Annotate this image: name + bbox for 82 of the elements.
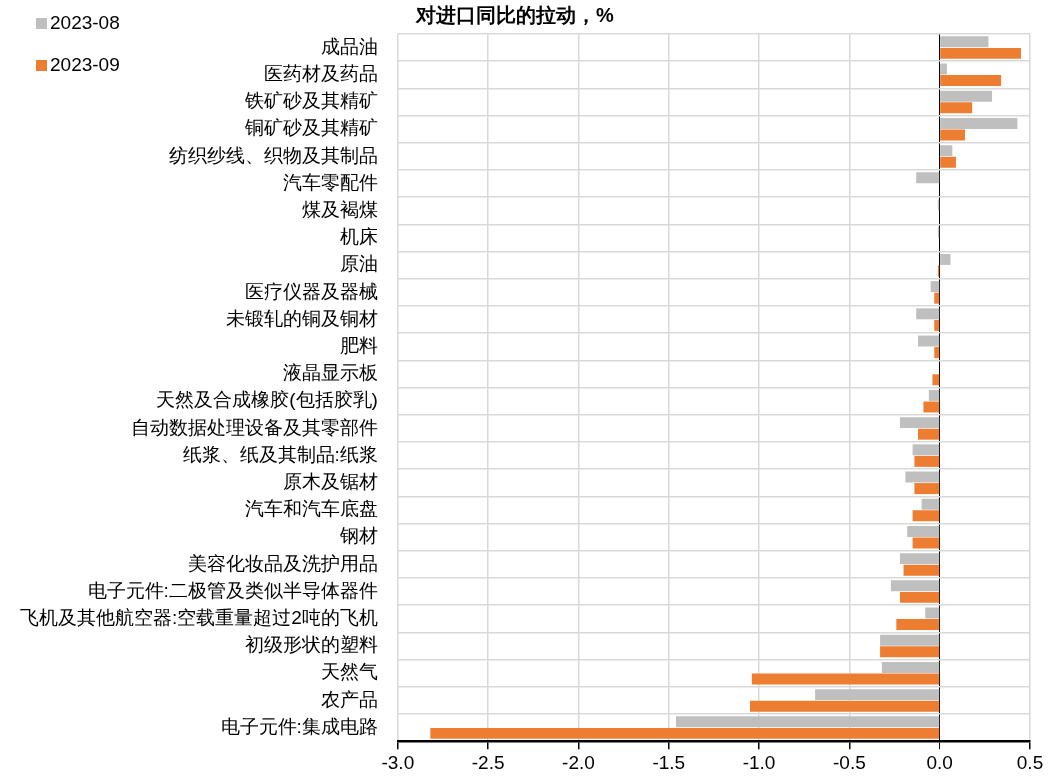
y-tick-label: 钢材 (338, 525, 378, 547)
bar (914, 455, 940, 467)
y-tick-label: 美容化妆品及洗护用品 (187, 552, 378, 574)
y-tick-label: 天然气 (320, 661, 378, 683)
bar (880, 634, 940, 646)
y-tick-label: 未锻轧的铜及铜材 (225, 307, 378, 329)
bar (940, 253, 951, 265)
bar (881, 661, 940, 673)
y-tick-label: 飞机及其他航空器:空载重量超过2吨的飞机 (19, 607, 378, 629)
x-tick-label: 0.0 (926, 751, 953, 773)
bar (899, 591, 940, 603)
chart-title: 对进口同比的拉动，% (415, 3, 615, 26)
bar (675, 716, 940, 728)
bar (930, 281, 940, 293)
y-tick-label: 自动数据处理设备及其零部件 (130, 416, 378, 438)
bar (880, 646, 940, 658)
y-tick-label: 天然及合成橡胶(包括胶乳) (156, 389, 378, 411)
x-tick-label: -2.0 (562, 751, 595, 773)
y-tick-label: 医药材及药品 (263, 63, 378, 85)
bar (934, 347, 940, 359)
bar (940, 145, 953, 157)
bar (940, 156, 956, 168)
legend-label: 2023-08 (50, 12, 120, 34)
bar (914, 483, 940, 495)
x-tick-label: -3.0 (381, 751, 415, 773)
bar (918, 428, 940, 440)
x-tick-label: -1.5 (652, 751, 686, 773)
bar (815, 689, 940, 701)
bar (940, 102, 973, 114)
legend-label: 2023-09 (50, 54, 120, 76)
bar (925, 607, 940, 619)
y-tick-label: 汽车和汽车底盘 (244, 498, 378, 520)
bar (940, 129, 965, 141)
bar (940, 47, 1021, 59)
y-tick-label: 机床 (339, 226, 378, 248)
y-tick-label: 农产品 (320, 688, 378, 710)
bar (907, 525, 940, 537)
bar (916, 172, 940, 184)
bar (912, 444, 940, 456)
bar (899, 553, 940, 565)
bar (940, 36, 989, 48)
y-tick-label: 医疗仪器及器械 (244, 280, 378, 302)
y-tick-label: 液晶显示板 (282, 362, 378, 384)
bar (903, 564, 940, 576)
bar (750, 700, 940, 712)
y-tick-label: 原木及锯材 (282, 471, 378, 493)
bar (916, 308, 940, 320)
bar (912, 537, 940, 549)
x-tick-label: 0.5 (1016, 751, 1044, 773)
x-tick-label: -2.5 (471, 751, 505, 773)
y-tick-label: 煤及褐煤 (301, 199, 378, 221)
y-tick-label: 纸浆、纸及其制品:纸浆 (182, 443, 378, 465)
bar (940, 63, 947, 75)
bar (940, 117, 1018, 129)
bar (940, 90, 993, 102)
bar (921, 498, 940, 510)
bar (940, 75, 1002, 87)
x-tick-label: -0.5 (833, 751, 866, 773)
y-tick-label: 成品油 (320, 35, 378, 57)
bar (928, 389, 940, 401)
y-tick-label: 铁矿砂及其精矿 (243, 90, 378, 112)
y-tick-label: 电子元件:集成电路 (220, 715, 378, 737)
y-tick-label: 初级形状的塑料 (244, 634, 378, 656)
bar (899, 417, 940, 429)
bar (912, 510, 940, 522)
bar (890, 580, 940, 592)
bar (934, 292, 940, 304)
y-tick-label: 汽车零配件 (282, 171, 378, 193)
y-tick-label: 铜矿砂及其精矿 (243, 117, 378, 139)
y-tick-label: 原油 (339, 253, 378, 275)
y-tick-label: 肥料 (339, 335, 378, 357)
bar (751, 673, 940, 685)
bar (905, 471, 940, 483)
bar (896, 619, 940, 631)
bar (932, 374, 940, 386)
bar (934, 319, 940, 331)
bar (430, 727, 940, 739)
x-tick-label: -1.0 (742, 751, 776, 773)
y-tick-label: 纺织纱线、织物及其制品 (168, 144, 378, 166)
y-tick-label: 电子元件:二极管及类似半导体器件 (87, 579, 378, 601)
bar (923, 401, 940, 413)
bar (918, 335, 940, 347)
